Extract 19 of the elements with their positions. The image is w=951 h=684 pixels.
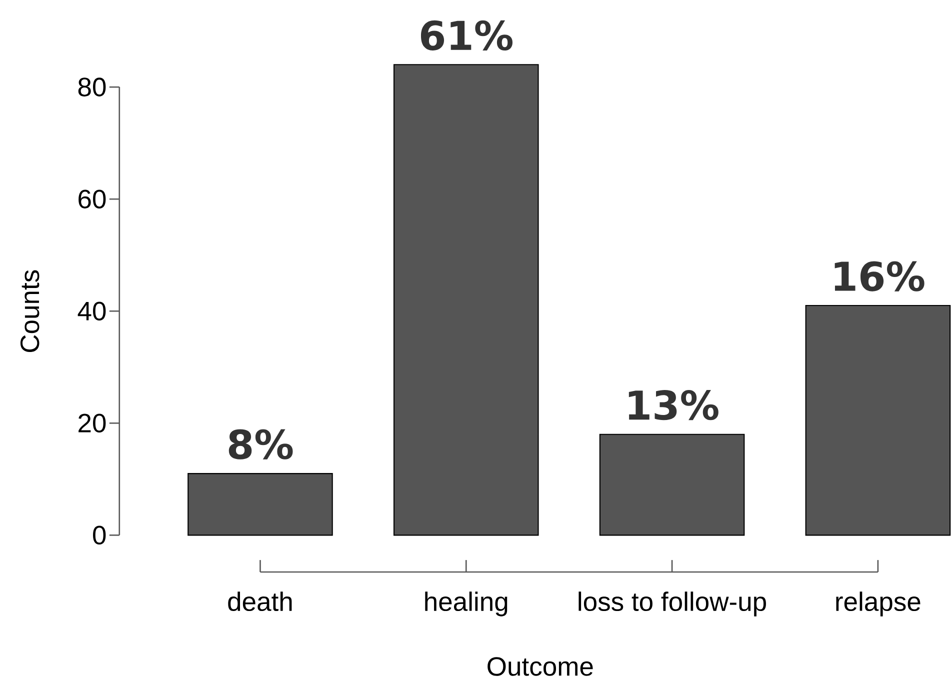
annotation: 13% [628,390,718,420]
bar [393,64,539,536]
bar [599,434,745,536]
x-tick-label: healing [425,591,508,616]
x-tick-label: loss to follow-up [578,591,766,616]
annotation: 16% [834,261,924,292]
y-tick-label: 20 [78,414,106,432]
bar [805,304,951,536]
annotation: 8% [228,429,293,460]
x-axis-title: Outcome [488,656,593,676]
annotation: 61% [420,20,513,50]
y-tick-label: 60 [78,190,106,208]
x-tick-label: death [228,591,292,611]
y-axis-title: Counts [20,270,40,352]
x-tick-label: relapse [836,591,920,616]
bar [188,472,333,536]
y-tick-label: 0 [93,526,106,544]
y-tick-label: 40 [78,302,106,320]
y-tick-label: 80 [78,77,106,96]
